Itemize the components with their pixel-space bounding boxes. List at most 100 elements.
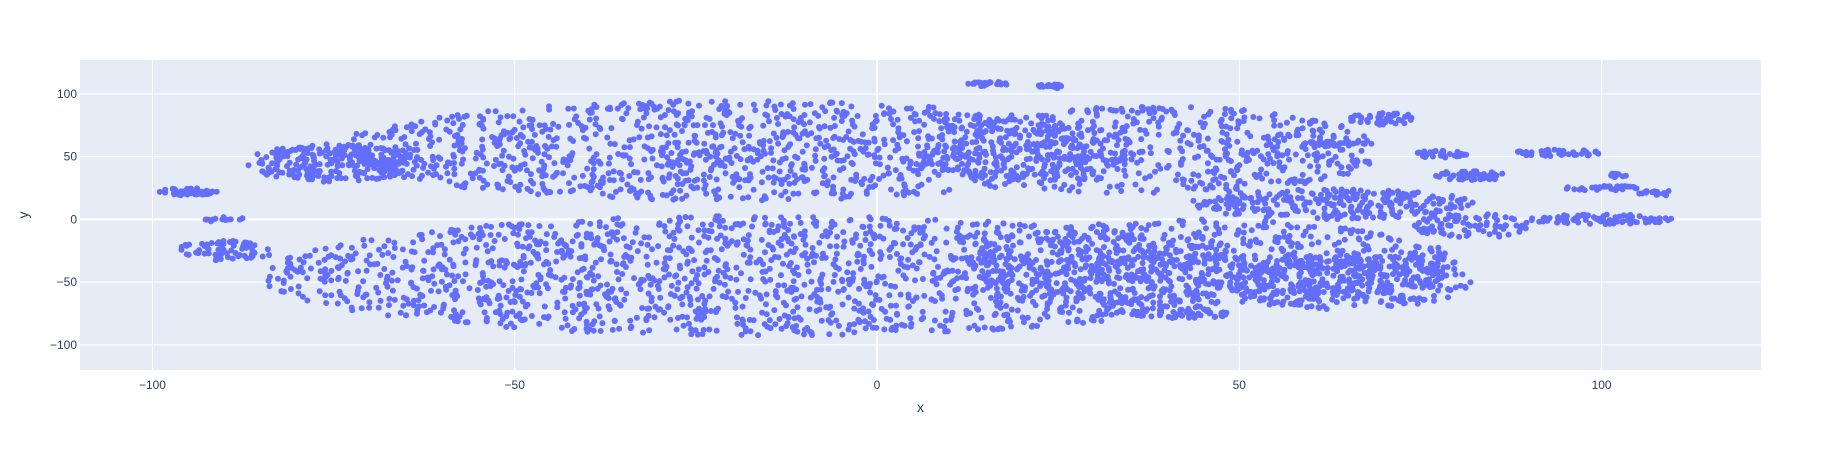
data-point bbox=[460, 250, 467, 257]
data-point bbox=[695, 331, 701, 338]
data-point bbox=[1370, 190, 1377, 197]
data-point bbox=[638, 125, 645, 132]
data-point bbox=[701, 271, 708, 278]
data-point bbox=[1171, 302, 1178, 308]
data-point bbox=[1044, 300, 1051, 307]
data-point bbox=[1381, 247, 1388, 254]
data-point bbox=[1275, 234, 1282, 241]
data-point bbox=[1041, 161, 1048, 168]
data-point bbox=[1308, 241, 1315, 248]
data-point bbox=[1276, 163, 1283, 170]
data-point bbox=[605, 295, 612, 302]
data-point bbox=[982, 159, 989, 166]
data-point bbox=[494, 181, 501, 188]
data-point bbox=[617, 222, 624, 229]
data-point bbox=[1140, 249, 1147, 256]
data-point bbox=[1218, 138, 1225, 144]
data-point bbox=[385, 237, 392, 244]
data-point bbox=[778, 325, 785, 332]
data-point bbox=[816, 125, 823, 132]
data-point bbox=[444, 271, 450, 278]
data-point bbox=[695, 149, 702, 156]
data-point bbox=[1286, 232, 1293, 239]
data-point bbox=[336, 142, 343, 149]
data-point bbox=[352, 172, 359, 179]
data-point bbox=[668, 282, 675, 289]
data-point bbox=[337, 151, 343, 158]
data-point bbox=[287, 254, 294, 261]
data-point bbox=[1107, 290, 1114, 297]
data-point bbox=[975, 306, 982, 313]
data-point bbox=[1021, 182, 1027, 189]
data-point bbox=[877, 222, 884, 229]
data-point bbox=[718, 246, 725, 253]
data-point bbox=[440, 301, 447, 308]
data-point bbox=[771, 307, 778, 314]
data-point bbox=[762, 111, 769, 118]
data-point bbox=[673, 98, 680, 105]
data-point bbox=[913, 161, 920, 167]
data-point bbox=[388, 131, 395, 138]
data-point bbox=[926, 253, 933, 260]
data-point bbox=[1207, 182, 1214, 189]
data-point bbox=[1075, 188, 1082, 195]
data-point bbox=[980, 287, 987, 293]
data-point bbox=[1104, 273, 1111, 280]
data-point bbox=[961, 167, 968, 174]
data-point bbox=[1458, 205, 1465, 211]
data-point bbox=[928, 296, 935, 303]
data-point bbox=[792, 153, 799, 160]
data-point bbox=[971, 322, 978, 329]
data-point bbox=[265, 277, 272, 284]
data-point bbox=[762, 249, 768, 256]
data-point bbox=[812, 157, 819, 164]
data-point bbox=[1132, 181, 1139, 188]
data-point bbox=[599, 320, 606, 327]
data-point bbox=[924, 153, 931, 160]
data-point bbox=[1299, 125, 1306, 132]
data-point bbox=[1197, 275, 1204, 281]
data-point bbox=[1199, 180, 1206, 187]
data-point bbox=[703, 190, 710, 197]
data-point bbox=[381, 162, 388, 169]
data-point bbox=[928, 135, 935, 142]
data-point bbox=[841, 238, 848, 245]
data-point bbox=[579, 266, 586, 273]
data-point bbox=[1195, 282, 1202, 289]
data-point bbox=[1241, 222, 1248, 229]
data-point bbox=[772, 292, 779, 299]
data-point bbox=[827, 243, 833, 250]
data-point bbox=[622, 152, 629, 159]
data-point bbox=[1062, 168, 1069, 175]
data-point bbox=[968, 254, 975, 261]
data-point bbox=[833, 150, 840, 157]
data-point bbox=[437, 233, 443, 239]
data-point bbox=[519, 243, 526, 250]
data-point bbox=[648, 133, 655, 140]
data-point bbox=[654, 162, 660, 169]
data-point bbox=[790, 116, 797, 123]
data-point bbox=[913, 190, 920, 197]
data-point bbox=[1234, 125, 1241, 132]
data-point bbox=[848, 159, 855, 166]
data-point bbox=[1071, 229, 1078, 236]
data-point bbox=[505, 173, 512, 180]
data-point bbox=[809, 245, 816, 251]
data-point bbox=[766, 227, 773, 234]
data-point bbox=[1487, 171, 1494, 178]
data-point bbox=[672, 273, 679, 280]
data-point bbox=[605, 303, 612, 310]
data-point bbox=[1043, 143, 1049, 150]
data-point bbox=[376, 162, 383, 169]
data-point bbox=[583, 274, 590, 280]
data-point bbox=[790, 106, 797, 112]
data-point bbox=[299, 293, 306, 300]
data-point bbox=[500, 282, 507, 289]
data-point bbox=[410, 239, 417, 246]
data-point bbox=[1057, 82, 1064, 89]
data-point bbox=[1010, 143, 1017, 150]
data-point bbox=[1185, 236, 1192, 243]
data-point bbox=[307, 265, 314, 272]
data-point bbox=[1340, 295, 1347, 302]
